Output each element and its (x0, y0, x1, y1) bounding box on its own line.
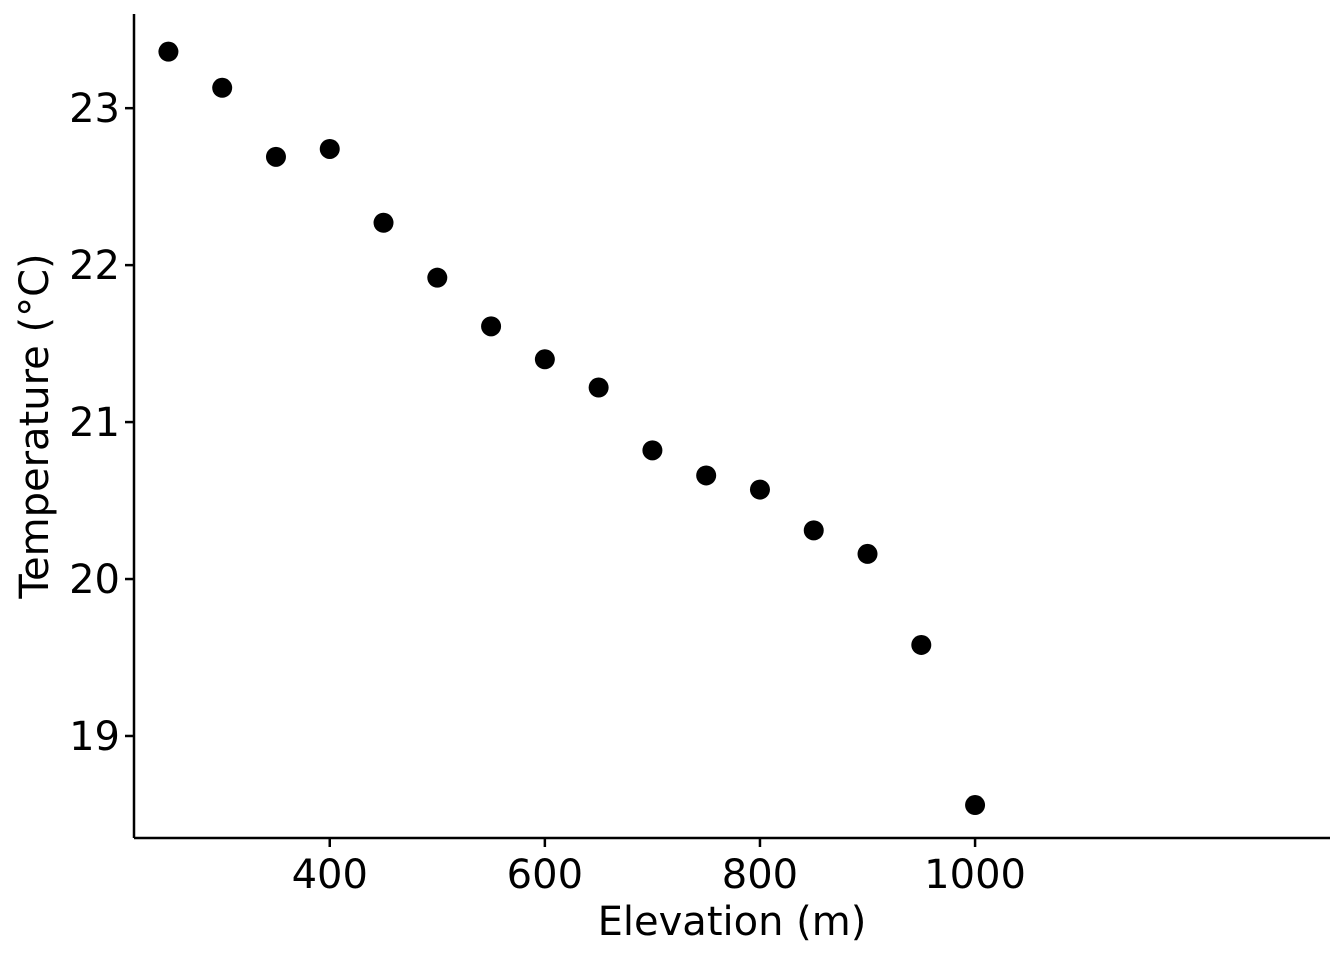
data-point (534, 349, 555, 370)
data-point (158, 41, 179, 62)
y-tick-label: 23 (69, 86, 120, 132)
data-point (749, 479, 770, 500)
data-point (588, 377, 609, 398)
data-points (158, 41, 986, 816)
x-tick-label: 1000 (924, 852, 1026, 898)
data-point (265, 146, 286, 167)
y-axis-title: Temperature (°C) (12, 253, 58, 599)
data-point (642, 440, 663, 461)
data-point (911, 634, 932, 655)
y-tick-label: 21 (69, 400, 120, 446)
y-tick-label: 22 (69, 243, 120, 289)
data-point (373, 212, 394, 233)
x-axis-ticks: 400 600 800 1000 (292, 838, 1026, 898)
y-axis-ticks: 19 20 21 22 23 (69, 86, 134, 760)
y-tick-label: 19 (69, 714, 120, 760)
data-point (803, 520, 824, 541)
x-tick-label: 400 (292, 852, 368, 898)
data-point (319, 138, 340, 159)
data-point (965, 795, 986, 816)
data-point (427, 267, 448, 288)
x-tick-label: 600 (507, 852, 583, 898)
y-tick-label: 20 (69, 557, 120, 603)
data-point (696, 465, 717, 486)
x-axis-title: Elevation (m) (598, 899, 867, 945)
data-point (212, 77, 233, 98)
data-point (857, 543, 878, 564)
data-point (481, 316, 502, 337)
x-tick-label: 800 (722, 852, 798, 898)
